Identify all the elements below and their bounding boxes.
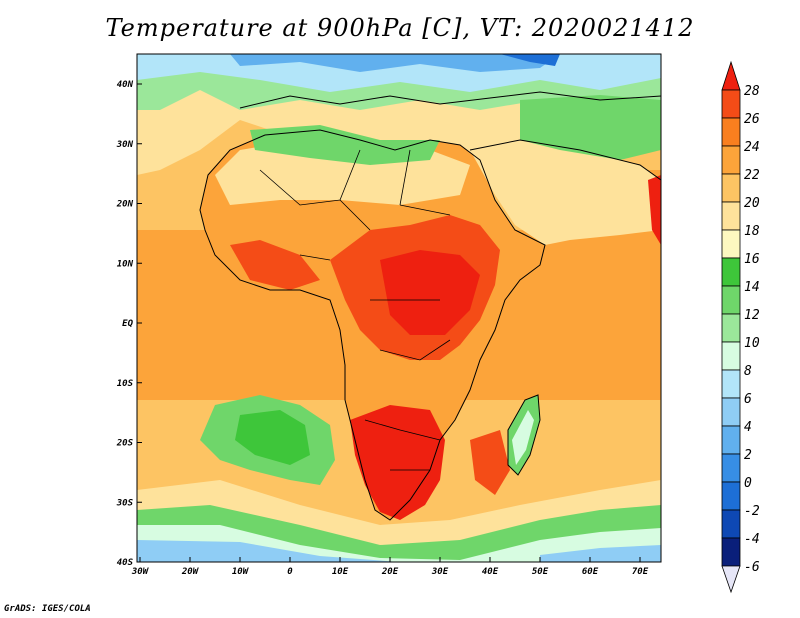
black-sea-cold-field: [500, 54, 560, 66]
madagascar-core-field: [512, 410, 534, 465]
lat-tick-label: 10S: [117, 379, 134, 389]
colorbar-label: 28: [744, 84, 760, 99]
north-blue-field: [230, 54, 560, 72]
colorbar-swatch: [721, 285, 741, 315]
colorbar-swatch: [721, 453, 741, 483]
chart-title: Temperature at 900hPa [C], VT: 202002141…: [105, 14, 695, 42]
lat-tick-label: 30N: [116, 140, 134, 150]
arabia-coastline: [469, 139, 661, 181]
mozambique-channel-field: [470, 430, 510, 495]
lon-tick-label: 30E: [431, 567, 449, 577]
colorbar-label: 2: [744, 448, 752, 463]
colorbar-label: 26: [744, 112, 760, 127]
colorbar-label: 16: [744, 252, 760, 267]
colorbar-label: 22: [744, 168, 760, 183]
central-africa-core-field: [380, 250, 480, 335]
lat-tick-label: 10N: [117, 259, 134, 269]
lon-tick-label: 70E: [632, 567, 649, 577]
lon-tick-label: 10W: [232, 567, 250, 577]
lat-tick-label: 40S: [117, 558, 134, 568]
middle-east-green-field: [520, 95, 661, 160]
africa-coastline: [199, 129, 546, 521]
madagascar-coastline: [507, 394, 541, 476]
lon-tick-label: 60E: [582, 567, 599, 577]
lat-tick-label: EQ: [122, 319, 133, 329]
southern-africa-hot-field: [350, 405, 445, 520]
lon-tick-label: 40E: [482, 567, 499, 577]
colorbar-swatch: [721, 537, 741, 567]
arabia-mild-field: [470, 140, 661, 245]
lon-tick-label: 30W: [131, 567, 150, 577]
colorbar-top-triangle: [721, 60, 741, 91]
colorbar-swatch: [721, 341, 741, 371]
colorbar-label: 12: [744, 308, 760, 323]
colorbar-label: 18: [744, 224, 760, 239]
lat-tick-label: 40N: [117, 80, 134, 90]
south-east-blue-field: [540, 545, 661, 562]
country-borders: [259, 149, 451, 471]
temperature-field: [137, 54, 661, 562]
colorbar-swatch: [721, 89, 741, 119]
north-africa-green-field: [250, 125, 440, 165]
colorbar-label: 8: [744, 364, 752, 379]
colorbar-label: 4: [744, 420, 752, 435]
lat-tick-label: 20S: [116, 439, 134, 449]
south-blue-field: [137, 540, 400, 562]
colorbar-swatch: [721, 369, 741, 399]
colorbar-label: -4: [744, 532, 760, 547]
colorbar-swatch: [721, 257, 741, 287]
colorbar-swatch: [721, 229, 741, 259]
colorbar-swatch: [721, 201, 741, 231]
colorbar-label: -6: [744, 560, 760, 575]
latitude-axis: 40N 30N 20N 10N EQ 10S 20S 30S 40S: [116, 80, 142, 568]
colorbar-swatch: [721, 313, 741, 343]
map-frame: [136, 53, 662, 563]
colorbar-swatch: [721, 397, 741, 427]
lat-tick-label: 20N: [116, 200, 134, 210]
colorbar-swatch: [721, 481, 741, 511]
colorbar-label: 24: [744, 140, 760, 155]
south-atlantic-core-field: [235, 410, 310, 465]
lon-tick-label: 50E: [532, 567, 549, 577]
lon-tick-label: 0: [287, 567, 293, 577]
india-hot-field: [648, 175, 661, 245]
colorbar-swatch: [721, 117, 741, 147]
lon-tick-label: 20E: [381, 567, 399, 577]
grads-credit: GrADS: IGES/COLA: [4, 604, 91, 614]
colorbar-label: 10: [744, 336, 760, 351]
colorbar-label: 14: [744, 280, 760, 295]
lon-tick-label: 10E: [332, 567, 349, 577]
lon-tick-label: 20W: [181, 567, 200, 577]
colorbar-bottom-triangle: [721, 565, 741, 594]
colorbar-swatch: [721, 509, 741, 539]
colorbar-label: 20: [744, 196, 760, 211]
colorbar-label: 0: [744, 476, 752, 491]
colorbar-swatch: [721, 425, 741, 455]
colorbar-swatch: [721, 145, 741, 175]
mediterranean-coastline: [239, 91, 661, 109]
lat-tick-label: 30S: [116, 498, 134, 508]
longitude-axis: 30W 20W 10W 0 10E 20E 30E 40E 50E 60E 70E: [131, 557, 649, 577]
west-africa-hot-field: [230, 240, 320, 290]
colorbar-label: -2: [744, 504, 760, 519]
colorbar-label: 6: [744, 392, 752, 407]
colorbar-swatch: [721, 173, 741, 203]
